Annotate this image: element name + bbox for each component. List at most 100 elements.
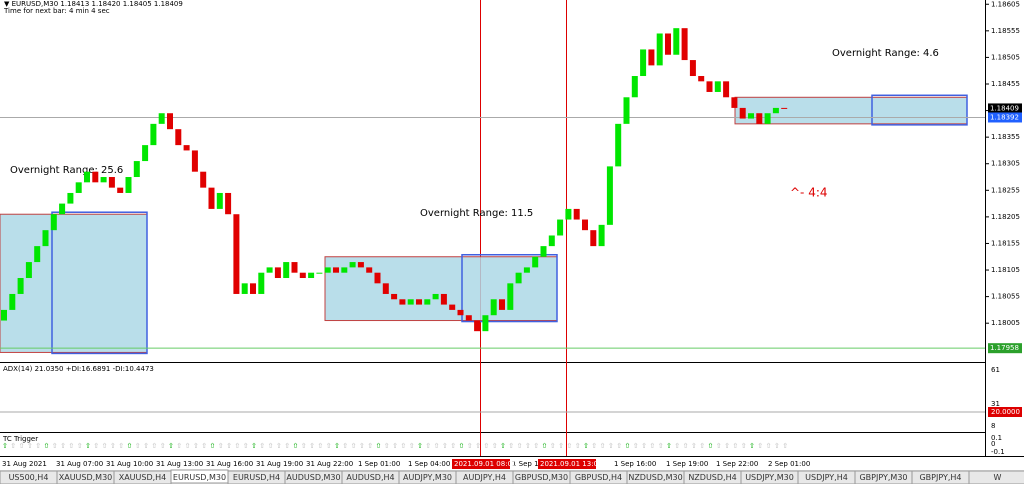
adx-tick-label: 61 [991, 366, 1000, 374]
signal-arrow: ⇧ [193, 442, 199, 450]
candle-body [499, 299, 505, 310]
tab-label[interactable]: GBPUSD,M30 [515, 473, 568, 482]
tab-label[interactable]: US500,H4 [9, 473, 49, 482]
signal-arrow: ⇧ [434, 442, 440, 450]
candle-body [523, 267, 530, 273]
range-note: Overnight Range: 4.6 [832, 48, 939, 59]
signal-arrow: ⇧ [68, 442, 74, 450]
time-label: 1 Sep 01:00 [358, 460, 400, 468]
symbol-header: ▼ EURUSD,M30 1.18413 1.18420 1.18405 1.1… [4, 0, 183, 8]
tab-label[interactable]: GBPJPY,H4 [919, 473, 961, 482]
candle-body [515, 272, 522, 284]
candle-body [258, 272, 265, 294]
tab-label[interactable]: NZDUSD,H4 [688, 473, 736, 482]
signal-arrow: ⇧ [749, 442, 755, 450]
range-box-inner [871, 94, 968, 126]
tab-label[interactable]: AUDJPY,M30 [403, 473, 452, 482]
range-note: Overnight Range: 11.5 [420, 208, 533, 219]
tab-label[interactable]: EURUSD,H4 [233, 473, 280, 482]
signal-arrow: ⇧ [674, 442, 680, 450]
time-label: 1 Sep 19:00 [666, 460, 708, 468]
candle-body [714, 81, 721, 92]
signal-arrow: ⇧ [293, 442, 299, 450]
tab-label[interactable]: XAUUSD,M30 [59, 473, 113, 482]
candle-body [582, 219, 588, 231]
signal-arrow: ⇧ [550, 442, 556, 450]
tab-label[interactable]: GBPJPY,M30 [859, 473, 907, 482]
y-tick-label: 1.18455 [991, 80, 1020, 88]
signal-arrow: ⇧ [52, 442, 58, 450]
candle-body [557, 219, 564, 236]
adx-tag [988, 407, 1022, 417]
signal-arrow: ⇧ [616, 442, 622, 450]
signal-arrow: ⇧ [351, 442, 357, 450]
range-note: Overnight Range: 25.6 [10, 165, 123, 176]
candle-body [167, 113, 173, 130]
signal-arrow: ⇧ [533, 442, 539, 450]
price-tag-label: 1.18392 [990, 113, 1019, 121]
candle-body [490, 299, 497, 316]
candle-body [175, 129, 182, 146]
candle-body [507, 283, 514, 310]
tab-label[interactable]: AUDUSD,M30 [286, 473, 340, 482]
signal-arrow: ⇧ [77, 442, 83, 450]
time-label: 1 Sep 16:00 [614, 460, 656, 468]
candle-body [407, 299, 414, 305]
signal-arrow: ⇧ [342, 442, 348, 450]
tab-label[interactable]: W [994, 473, 1002, 482]
candle-body [241, 283, 248, 294]
tab-label[interactable]: NZDUSD,M30 [628, 473, 682, 482]
signal-arrow: ⇧ [143, 442, 149, 450]
signal-arrow: ⇧ [724, 442, 730, 450]
signal-arrow: ⇧ [110, 442, 116, 450]
candle-body [482, 315, 489, 332]
y-tick-label: 1.18205 [991, 213, 1020, 221]
time-tag-label: 2021.09.01 13:00 [540, 460, 602, 468]
candle-body [631, 76, 638, 98]
tab-label[interactable]: GBPUSD,H4 [575, 473, 622, 482]
signal-arrow: ⇧ [359, 442, 365, 450]
tab-label[interactable]: EURUSD,M30 [173, 473, 226, 482]
candle-body [532, 256, 539, 268]
candle-body [598, 224, 605, 247]
time-label: 31 Aug 07:00 [56, 460, 103, 468]
range-box-inner [461, 253, 558, 323]
candle-body [308, 272, 315, 279]
signal-arrow: ⇧ [210, 442, 216, 450]
candle-body [391, 293, 398, 300]
adx-label: ADX(14) 21.0350 +DI:16.6891 -DI:10.4473 [3, 365, 154, 373]
candle-body [440, 293, 447, 305]
candle-body [183, 145, 190, 151]
candle-body [781, 107, 788, 109]
signal-arrow: ⇧ [450, 442, 456, 450]
tab-label[interactable]: AUDUSD,H4 [346, 473, 394, 482]
time-label: 31 Aug 16:00 [206, 460, 253, 468]
signal-arrow: ⇧ [160, 442, 166, 450]
signal-arrow: ⇧ [774, 442, 780, 450]
signal-arrow: ⇧ [542, 442, 548, 450]
signal-arrow: ⇧ [201, 442, 207, 450]
candle-body [673, 28, 680, 55]
candle-body [250, 283, 256, 294]
tc-tick-label: 0.1 [991, 434, 1002, 442]
tab-label[interactable]: XAUUSD,H4 [119, 473, 167, 482]
signal-arrow: ⇧ [19, 442, 25, 450]
signal-arrow: ⇧ [566, 442, 572, 450]
signal-arrow: ⇧ [517, 442, 523, 450]
signal-arrow: ⇧ [658, 442, 664, 450]
signal-arrow: ⇧ [118, 442, 124, 450]
candle-body [208, 187, 215, 209]
time-label: 31 Aug 19:00 [256, 460, 303, 468]
range-box-inner [51, 211, 148, 355]
tab-label[interactable]: USDJPY,H4 [805, 473, 848, 482]
candle-body [266, 267, 273, 273]
candle-body [457, 309, 464, 316]
ratio-note: ^- 4:4 [790, 186, 828, 200]
tab-label[interactable]: AUDJPY,H4 [463, 473, 506, 482]
y-tick-label: 1.18555 [991, 27, 1020, 35]
tab-label[interactable]: USDJPY,M30 [745, 473, 794, 482]
signal-arrow: ⇧ [467, 442, 473, 450]
y-tick-label: 1.18055 [991, 293, 1020, 301]
candle-body [117, 187, 124, 193]
